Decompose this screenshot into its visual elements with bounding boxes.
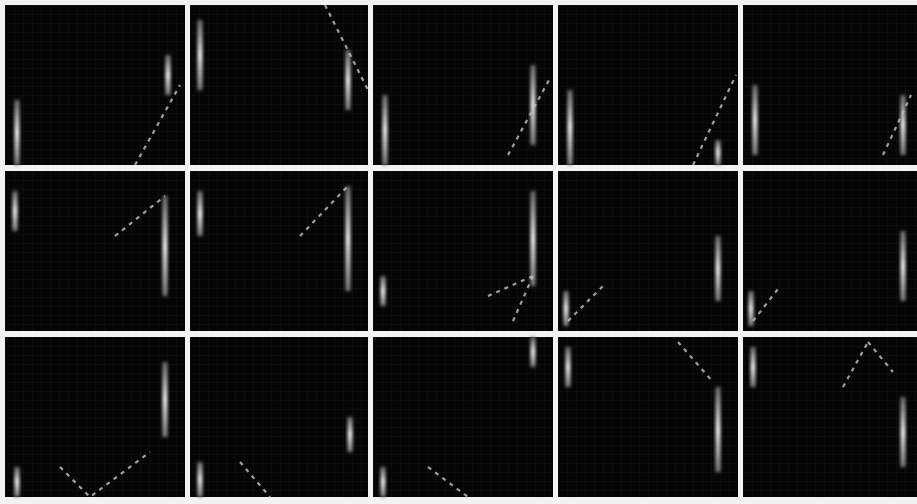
paddle: [348, 417, 353, 452]
paddle: [531, 337, 536, 367]
panels: [5, 5, 917, 497]
paddle: [346, 50, 351, 110]
frame-grid: [558, 171, 738, 331]
frame-grid: [558, 5, 738, 165]
frame-grid: [5, 5, 185, 165]
paddle: [568, 90, 573, 165]
paddle: [751, 347, 756, 387]
paddle: [163, 362, 168, 437]
frame: [5, 5, 185, 165]
frame: [190, 171, 368, 331]
frame-grid: [373, 171, 553, 331]
paddle: [381, 467, 386, 497]
frame: [190, 337, 368, 497]
frame: [558, 337, 738, 497]
frame: [190, 5, 368, 165]
frame: [743, 337, 917, 497]
frame-grid: [5, 171, 185, 331]
paddle: [15, 100, 20, 165]
frame: [743, 171, 917, 331]
paddle: [13, 191, 18, 231]
paddle: [166, 55, 171, 95]
paddle: [901, 231, 906, 301]
frame: [5, 337, 185, 497]
frame: [373, 171, 553, 331]
frame: [5, 171, 185, 331]
paddle: [198, 191, 203, 236]
paddle: [901, 95, 906, 155]
paddle: [901, 397, 906, 467]
paddle: [753, 85, 758, 155]
frame-grid: [373, 337, 553, 497]
frame-grid: [190, 5, 368, 165]
paddle: [381, 276, 386, 306]
frame: [558, 5, 738, 165]
frame-grid: [190, 337, 368, 497]
frame-grid: [743, 5, 917, 165]
paddle: [531, 191, 536, 286]
paddle: [716, 140, 721, 165]
paddle: [163, 196, 168, 296]
paddle: [383, 95, 388, 165]
paddle: [198, 462, 203, 497]
frame-grid: [743, 171, 917, 331]
frame-grid: [0, 0, 917, 504]
frame-grid: [743, 337, 917, 497]
frame: [373, 5, 553, 165]
frame: [373, 337, 553, 497]
paddle: [716, 387, 721, 472]
paddle: [198, 20, 203, 90]
frame: [743, 5, 917, 165]
frame-grid: [190, 171, 368, 331]
frame-grid: [5, 337, 185, 497]
paddle: [346, 186, 351, 291]
paddle: [566, 347, 571, 387]
paddle: [15, 467, 20, 497]
frame-grid: [373, 5, 553, 165]
paddle: [716, 236, 721, 301]
frame-grid: [558, 337, 738, 497]
frame: [558, 171, 738, 331]
